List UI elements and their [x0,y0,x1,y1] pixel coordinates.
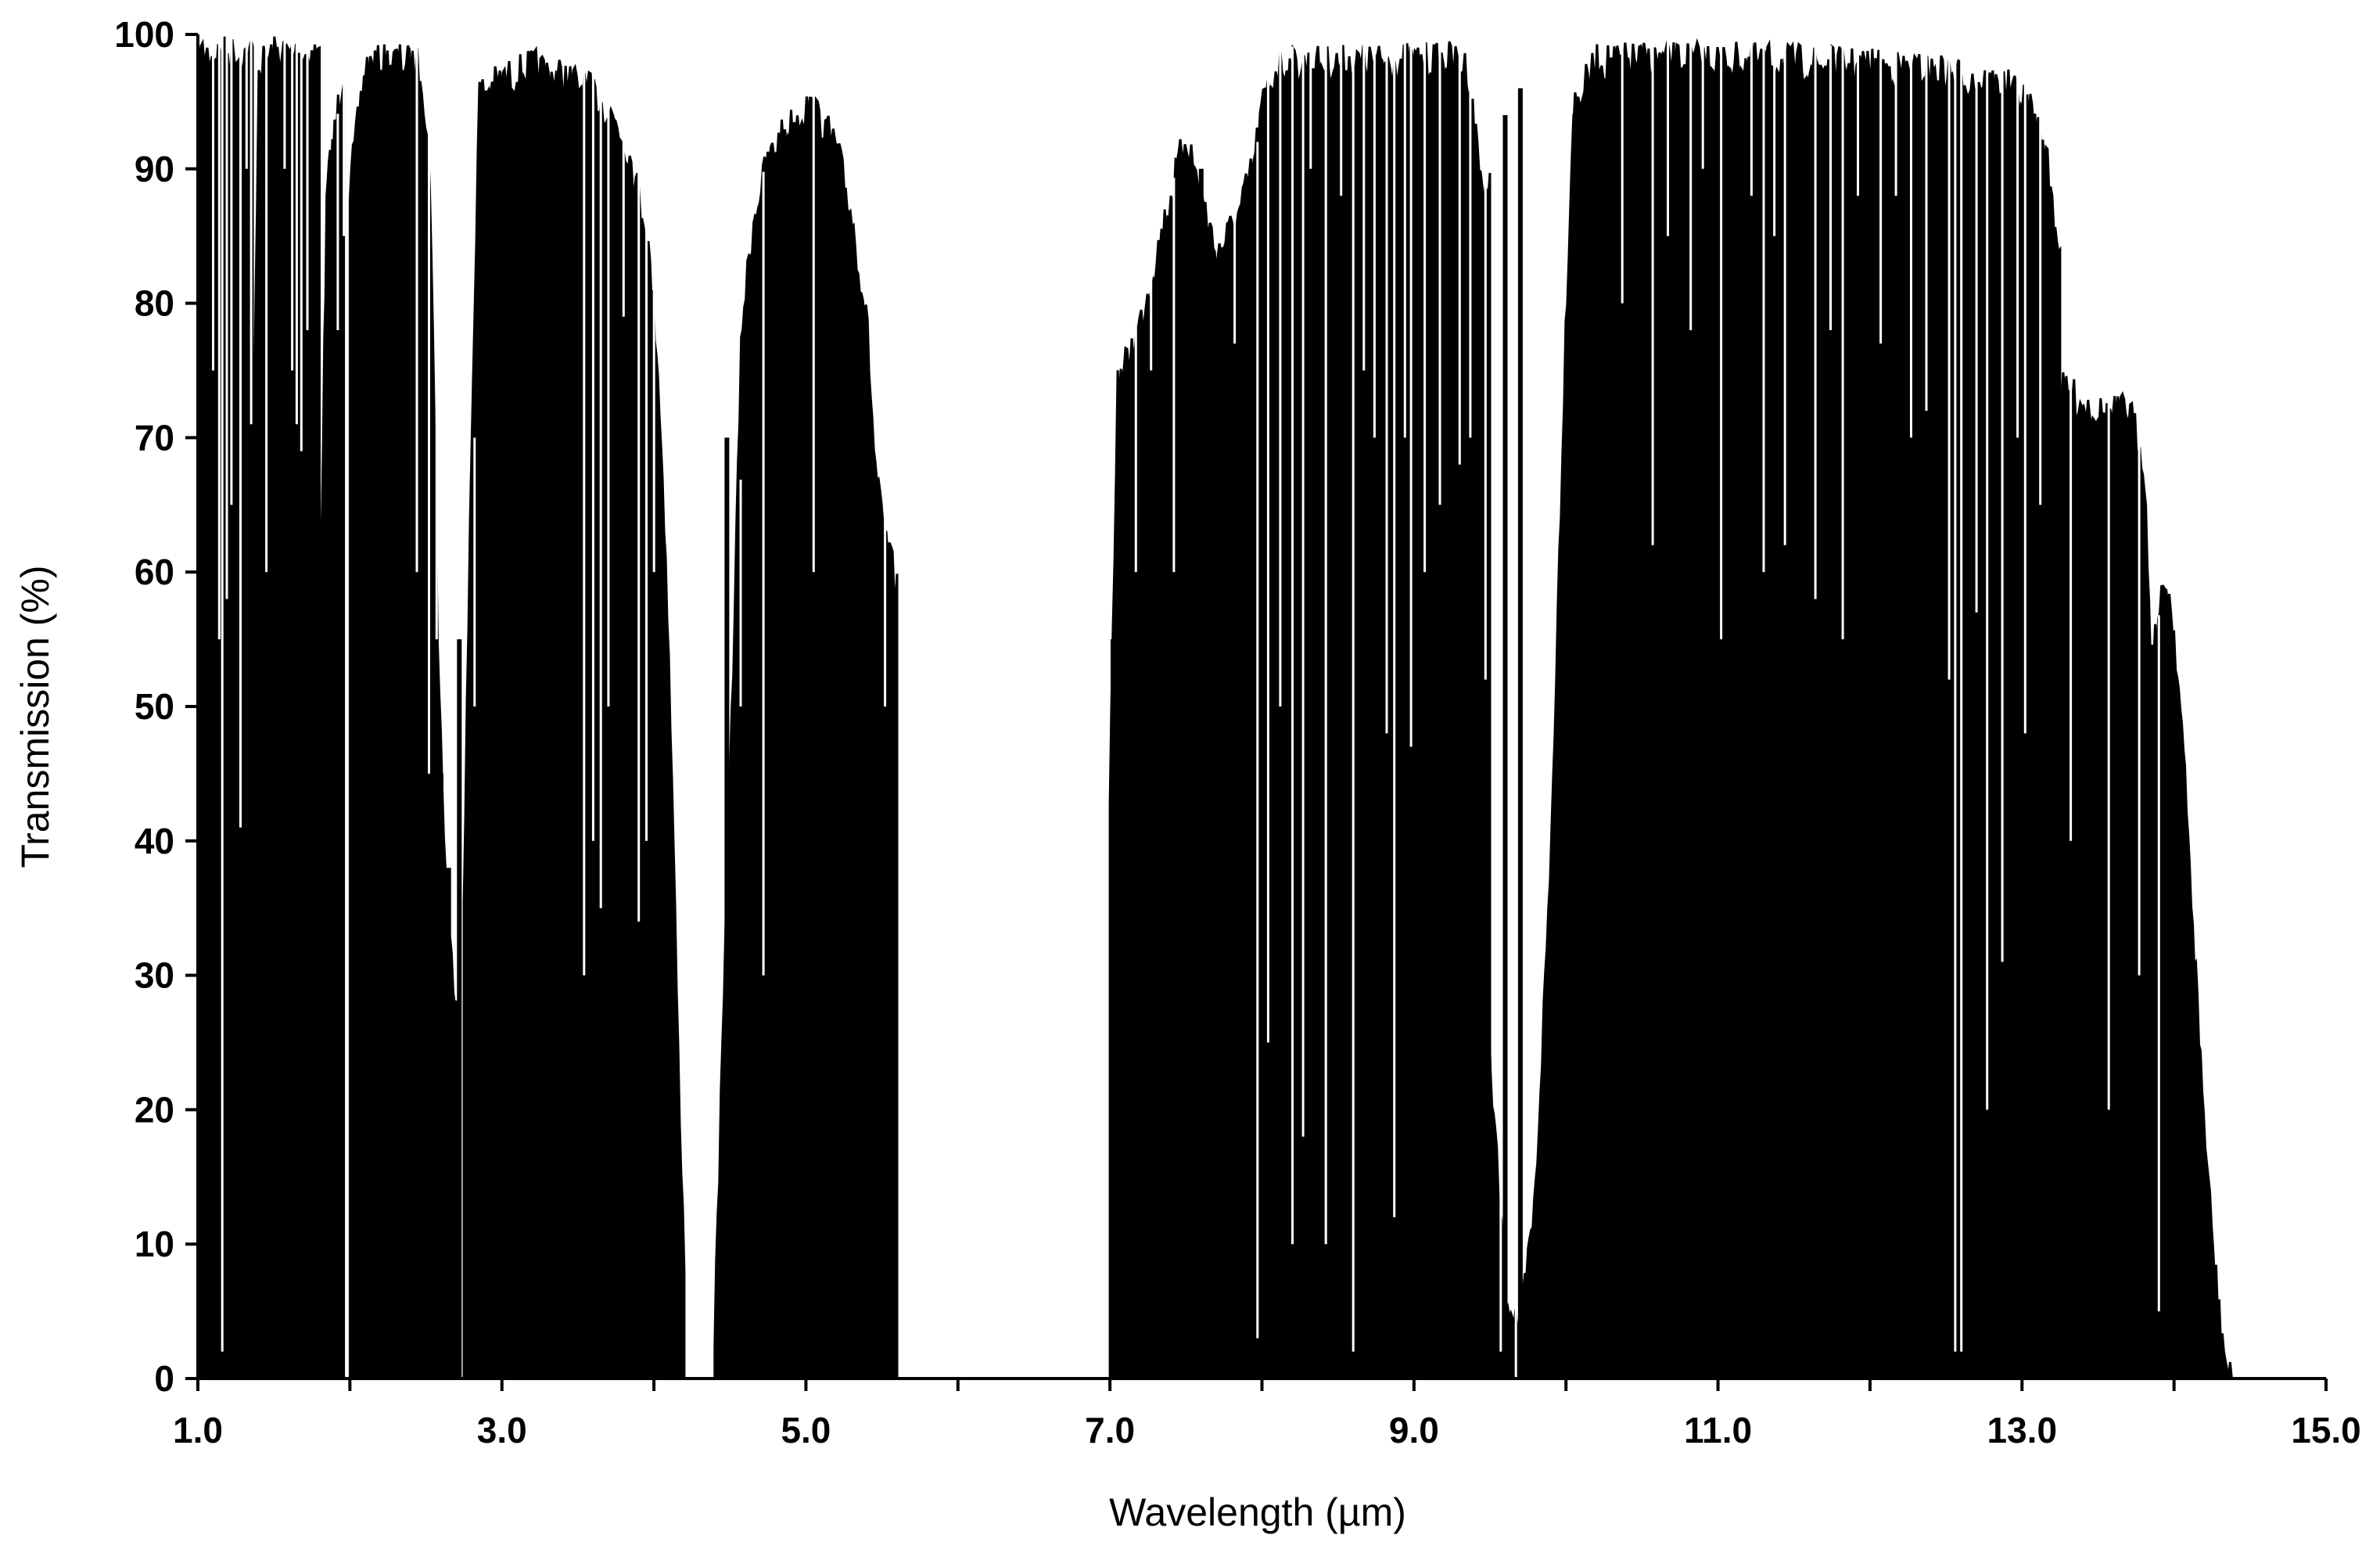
axes [185,33,2328,1391]
transmission-band [1572,38,2062,1380]
y-tick-label: 10 [135,1224,174,1264]
transmission-series [196,34,2235,1380]
transmission-band [348,44,458,1380]
y-tick-label: 40 [135,821,174,861]
x-tick-label: 7.0 [1085,1410,1135,1451]
band-area [2059,372,2235,1380]
x-tick-label: 9.0 [1389,1410,1439,1451]
y-axis-title: Transmission (%) [13,565,57,868]
x-tick-label: 13.0 [1987,1410,2058,1451]
transmission-band [196,34,254,1380]
x-axis-title: Wavelength (µm) [1109,1490,1406,1534]
band-area [462,45,572,1380]
transmission-band [253,34,321,1380]
y-tick-label: 100 [114,14,174,55]
x-tick-label: 3.0 [477,1410,527,1451]
y-tick-label: 20 [135,1089,174,1130]
x-tick-label: 15.0 [2291,1410,2361,1451]
tick-labels: 1.0 3.0 5.0 7.0 9.0 11.0 13.0 15.0 0 10 20 30 40 50 60… [114,14,2361,1451]
y-tick-label: 70 [135,417,174,458]
x-tick-label: 1.0 [173,1410,223,1451]
transmission-band [569,63,686,1380]
band-area [1474,114,1575,1380]
transmission-band [1474,88,1575,1380]
transmission-band [713,92,899,1380]
x-tick-label: 11.0 [1684,1410,1752,1451]
y-tick-label: 50 [135,686,174,727]
x-tick-label: 5.0 [781,1410,831,1451]
y-tick-label: 80 [135,283,174,324]
y-tick-label: 90 [135,149,174,189]
band-area [569,63,686,1380]
transmission-band [2059,372,2235,1380]
y-tick-label: 30 [135,955,174,996]
transmission-band [457,45,572,1380]
transmission-band [319,70,346,1380]
y-tick-label: 0 [154,1358,174,1399]
y-tick-label: 60 [135,552,174,592]
band-area [713,95,899,1380]
transmission-band [1108,41,1492,1380]
